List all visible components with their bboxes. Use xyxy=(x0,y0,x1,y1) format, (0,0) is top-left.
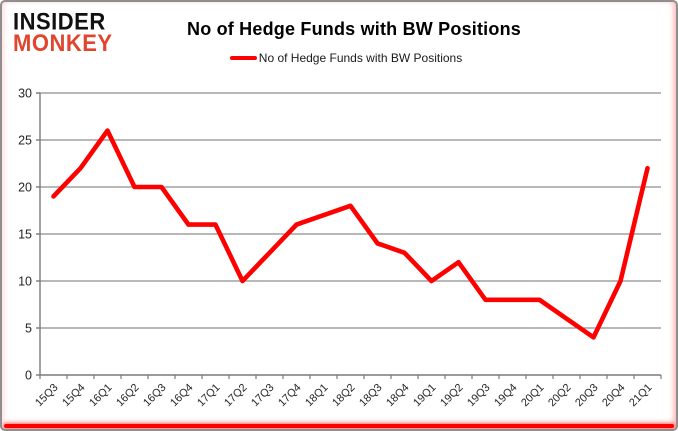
x-label-17Q4: 17Q4 xyxy=(276,382,304,410)
legend-label: No of Hedge Funds with BW Positions xyxy=(258,51,463,65)
x-label-20Q2: 20Q2 xyxy=(546,382,574,410)
x-label-17Q1: 17Q1 xyxy=(195,382,223,410)
y-tick-label-30: 30 xyxy=(18,87,32,101)
x-axis-ticks xyxy=(39,375,662,379)
x-label-21Q1: 21Q1 xyxy=(627,382,655,410)
x-label-17Q2: 17Q2 xyxy=(222,382,250,410)
x-label-16Q4: 16Q4 xyxy=(168,382,196,410)
x-label-16Q3: 16Q3 xyxy=(141,382,169,410)
x-label-18Q1: 18Q1 xyxy=(303,382,331,410)
chart-header: No of Hedge Funds with BW Positions No o… xyxy=(2,2,676,65)
series-line xyxy=(51,128,650,340)
logo-line2: MONKEY xyxy=(13,29,113,57)
insider-monkey-logo: INSIDER MONKEY xyxy=(13,7,113,57)
y-tick-label-20: 20 xyxy=(18,181,32,195)
x-label-20Q4: 20Q4 xyxy=(600,382,628,410)
red-bottom-border xyxy=(4,424,674,428)
y-tick-label-25: 25 xyxy=(18,134,32,148)
x-label-19Q3: 19Q3 xyxy=(465,382,493,410)
legend-line-marker-icon xyxy=(229,56,257,60)
logo-line1: INSIDER xyxy=(13,7,106,35)
x-label-16Q1: 16Q1 xyxy=(87,382,115,410)
x-label-18Q3: 18Q3 xyxy=(357,382,385,410)
y-tick-label-5: 5 xyxy=(25,322,32,336)
y-tick-label-0: 0 xyxy=(25,369,32,383)
x-label-15Q4: 15Q4 xyxy=(60,382,88,410)
x-label-20Q1: 20Q1 xyxy=(519,382,547,410)
y-tick-label-10: 10 xyxy=(18,275,32,289)
gridlines xyxy=(40,92,661,329)
x-label-20Q3: 20Q3 xyxy=(573,382,601,410)
x-label-19Q2: 19Q2 xyxy=(438,382,466,410)
x-label-19Q1: 19Q1 xyxy=(411,382,439,410)
chart-title: No of Hedge Funds with BW Positions xyxy=(187,19,521,39)
legend: No of Hedge Funds with BW Positions xyxy=(16,51,676,65)
x-label-16Q2: 16Q2 xyxy=(114,382,142,410)
y-tick-label-15: 15 xyxy=(18,228,32,242)
x-label-17Q3: 17Q3 xyxy=(249,382,277,410)
x-label-18Q4: 18Q4 xyxy=(384,382,412,410)
y-axis-ticks: 0 5 10 15 20 25 30 xyxy=(18,87,40,383)
x-label-19Q4: 19Q4 xyxy=(492,382,520,410)
x-label-18Q2: 18Q2 xyxy=(330,382,358,410)
x-axis-labels: 15Q3 15Q4 16Q1 16Q2 16Q3 16Q4 17Q1 17Q2 17Q3 17Q4… xyxy=(33,382,655,410)
x-label-15Q3: 15Q3 xyxy=(33,382,61,410)
